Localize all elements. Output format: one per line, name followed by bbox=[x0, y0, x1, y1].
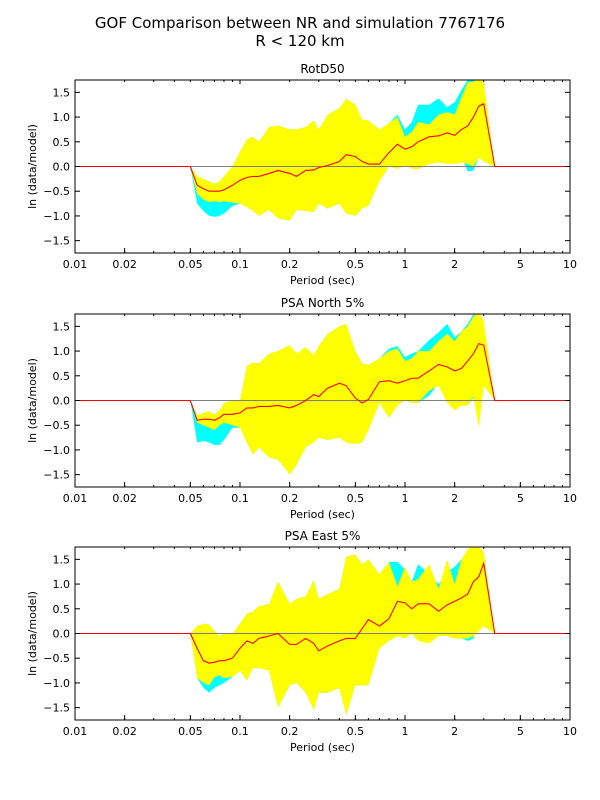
x-tick-label: 0.1 bbox=[231, 725, 249, 738]
y-tick-label: 0.0 bbox=[53, 161, 71, 174]
figure-title: GOF Comparison between NR and simulation… bbox=[94, 14, 506, 32]
chart-panel-3: 0.01 0.02 0.05 0.1 0.2 0.5 1 2 5 10 −1.5 −1.0 −0.5 0.… bbox=[26, 529, 577, 754]
y-tick-label: −1.0 bbox=[43, 210, 70, 223]
y-axis-label: ln (data/model) bbox=[26, 591, 39, 676]
x-tick-label: 1 bbox=[402, 492, 409, 505]
x-tick-label: 0.2 bbox=[281, 492, 299, 505]
y-tick-label: 1.5 bbox=[53, 553, 71, 566]
y-tick-label: 0.5 bbox=[53, 603, 71, 616]
x-tick-label: 0.1 bbox=[231, 258, 249, 271]
x-axis-label: Period (sec) bbox=[290, 741, 355, 754]
inner-band bbox=[190, 547, 495, 716]
x-tick-label: 2 bbox=[451, 492, 458, 505]
figure-subtitle: R < 120 km bbox=[255, 32, 345, 50]
x-tick-label: 0.05 bbox=[178, 258, 203, 271]
y-tick-label: 1.5 bbox=[53, 320, 71, 333]
mean-line bbox=[75, 561, 570, 664]
mean-line bbox=[75, 102, 570, 192]
y-tick-label: −0.5 bbox=[43, 185, 70, 198]
y-tick-label: 0.0 bbox=[53, 628, 71, 641]
x-tick-label: 1 bbox=[402, 258, 409, 271]
plot-area bbox=[75, 547, 570, 716]
x-tick-label: 0.5 bbox=[347, 725, 365, 738]
x-tick-label: 10 bbox=[563, 492, 577, 505]
x-tick-label: 10 bbox=[563, 258, 577, 271]
y-axis-label: ln (data/model) bbox=[26, 124, 39, 209]
x-axis-label: Period (sec) bbox=[290, 274, 355, 287]
x-tick-label: 0.2 bbox=[281, 725, 299, 738]
x-tick-label: 0.1 bbox=[231, 492, 249, 505]
chart-title: PSA East 5% bbox=[285, 529, 361, 543]
y-tick-label: 0.0 bbox=[53, 395, 71, 408]
x-axis-label: Period (sec) bbox=[290, 508, 355, 521]
y-tick-label: −0.5 bbox=[43, 419, 70, 432]
x-tick-label: 2 bbox=[451, 258, 458, 271]
x-tick-label: 0.01 bbox=[63, 258, 88, 271]
y-tick-label: −1.5 bbox=[43, 235, 70, 248]
plot-area bbox=[75, 314, 570, 475]
x-tick-label: 0.02 bbox=[112, 725, 137, 738]
x-tick-label: 0.05 bbox=[178, 492, 203, 505]
x-tick-label: 10 bbox=[563, 725, 577, 738]
chart-panel-1: 0.01 0.02 0.05 0.1 0.2 0.5 1 2 5 10 −1.5 −1.0 −0.5 0.… bbox=[26, 62, 577, 287]
inner-band bbox=[190, 314, 495, 475]
y-tick-label: −1.5 bbox=[43, 469, 70, 482]
x-tick-label: 0.01 bbox=[63, 492, 88, 505]
chart-title: PSA North 5% bbox=[281, 296, 365, 310]
y-tick-label: 0.5 bbox=[53, 136, 71, 149]
y-tick-label: 1.5 bbox=[53, 86, 71, 99]
chart-panel-2: 0.01 0.02 0.05 0.1 0.2 0.5 1 2 5 10 −1.5 −1.0 −0.5 0.… bbox=[26, 296, 577, 521]
x-tick-label: 0.02 bbox=[112, 492, 137, 505]
y-tick-label: −1.5 bbox=[43, 702, 70, 715]
x-tick-label: 0.2 bbox=[281, 258, 299, 271]
y-tick-label: 0.5 bbox=[53, 370, 71, 383]
y-tick-label: 1.0 bbox=[53, 578, 71, 591]
y-tick-label: 1.0 bbox=[53, 111, 71, 124]
y-axis-label: ln (data/model) bbox=[26, 358, 39, 443]
chart-title: RotD50 bbox=[300, 62, 344, 76]
plot-area bbox=[75, 80, 570, 221]
y-tick-label: −1.0 bbox=[43, 444, 70, 457]
x-tick-label: 0.5 bbox=[347, 258, 365, 271]
y-tick-label: −1.0 bbox=[43, 677, 70, 690]
inner-band bbox=[190, 80, 495, 221]
x-tick-label: 5 bbox=[517, 725, 524, 738]
x-tick-label: 0.02 bbox=[112, 258, 137, 271]
x-tick-label: 1 bbox=[402, 725, 409, 738]
mean-line bbox=[75, 343, 570, 421]
y-tick-label: 1.0 bbox=[53, 345, 71, 358]
x-tick-label: 5 bbox=[517, 492, 524, 505]
y-tick-label: −0.5 bbox=[43, 652, 70, 665]
x-tick-label: 5 bbox=[517, 258, 524, 271]
x-tick-label: 0.05 bbox=[178, 725, 203, 738]
x-tick-label: 0.01 bbox=[63, 725, 88, 738]
x-tick-label: 2 bbox=[451, 725, 458, 738]
x-tick-label: 0.5 bbox=[347, 492, 365, 505]
